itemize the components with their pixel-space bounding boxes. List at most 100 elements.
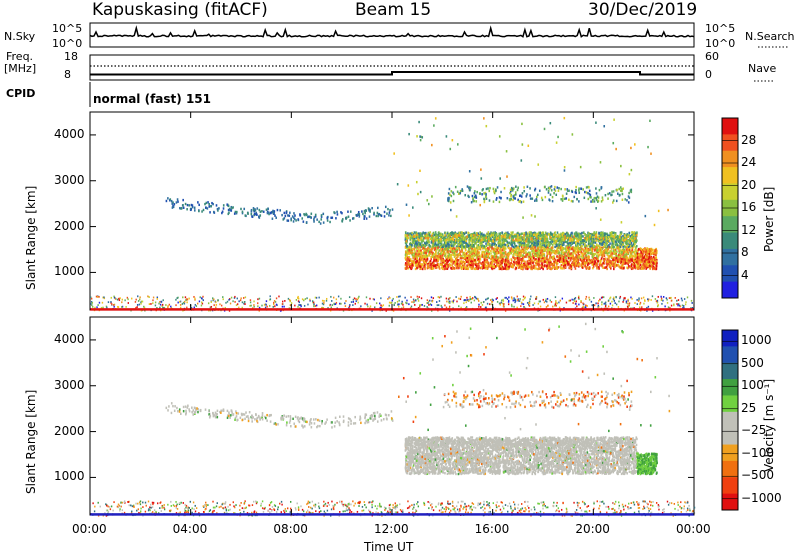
echo-cell	[427, 233, 430, 237]
echo-cell	[501, 246, 504, 249]
echo-cell	[473, 252, 475, 256]
echo-cell	[556, 249, 558, 252]
echo-cell	[413, 261, 415, 265]
echo-cell	[418, 252, 421, 256]
echo-cell	[681, 299, 683, 302]
echo-cell	[467, 233, 470, 237]
echo-cell	[124, 299, 126, 302]
echo-cell	[683, 307, 685, 309]
echo-cell	[450, 261, 453, 264]
echo-cell	[309, 299, 311, 302]
echo-cell	[284, 299, 286, 302]
echo-cell	[405, 267, 407, 271]
echo-cell	[424, 253, 427, 257]
echo-cell	[581, 231, 583, 235]
echo-cell	[627, 245, 630, 249]
echo-cell	[523, 246, 525, 250]
echo-cell	[415, 231, 417, 234]
echo-cell	[258, 208, 261, 212]
echo-cell	[463, 260, 465, 264]
echo-cell	[439, 241, 442, 245]
echo-cell	[433, 237, 436, 240]
echo-cell	[595, 252, 597, 256]
echo-cell	[553, 255, 555, 258]
echo-cell	[532, 266, 535, 269]
echo-cell	[684, 303, 687, 306]
echo-cell	[631, 259, 633, 263]
echo-cell	[254, 208, 256, 211]
echo-cell	[487, 255, 490, 259]
echo-cell	[527, 254, 530, 257]
echo-cell	[190, 306, 193, 309]
echo-cell	[496, 263, 498, 267]
echo-cell	[541, 263, 544, 267]
echo-cell	[513, 249, 516, 252]
echo-cell	[143, 305, 145, 308]
echo-cell	[602, 266, 604, 269]
echo-cell	[498, 244, 500, 248]
echo-cell	[102, 296, 104, 299]
echo-cell	[175, 298, 177, 301]
echo-cell	[472, 243, 475, 247]
echo-cell	[467, 247, 470, 250]
echo-cell	[515, 260, 517, 264]
echo-cell	[485, 260, 487, 264]
echo-cell	[297, 218, 299, 221]
echo-cell	[423, 260, 425, 263]
echo-cell	[406, 252, 409, 255]
echo-cell	[604, 237, 606, 241]
echo-cell	[610, 262, 613, 265]
echo-cell	[455, 264, 457, 267]
echo-cell	[556, 237, 559, 241]
echo-cell	[170, 199, 173, 203]
echo-cell	[572, 261, 575, 264]
echo-cell	[477, 232, 479, 235]
echo-cell	[450, 266, 452, 270]
echo-cell	[592, 257, 595, 260]
echo-cell	[380, 297, 382, 300]
echo-cell	[437, 252, 439, 255]
echo-cell	[503, 261, 506, 264]
echo-cell	[617, 263, 619, 266]
echo-cell	[518, 252, 520, 255]
echo-cell	[257, 302, 259, 305]
echo-cell	[501, 261, 503, 265]
echo-cell	[362, 212, 364, 216]
echo-cell	[579, 243, 581, 246]
echo-cell	[560, 232, 562, 235]
echo-cell	[545, 247, 548, 250]
echo-cell	[497, 259, 499, 262]
echo-cell	[480, 254, 482, 257]
echo-cell	[582, 302, 584, 305]
echo-cell	[419, 232, 422, 235]
echo-cell	[531, 243, 534, 247]
echo-cell	[460, 306, 462, 309]
echo-cell	[548, 248, 550, 252]
echo-cell	[603, 258, 606, 262]
echo-cell	[514, 261, 516, 265]
echo-cell	[499, 241, 502, 244]
echo-cell	[583, 306, 585, 309]
echo-cell	[531, 252, 534, 256]
echo-cell	[375, 214, 378, 218]
echo-cell	[499, 253, 502, 256]
echo-cell	[589, 260, 591, 264]
echo-cell	[419, 243, 422, 246]
echo-cell	[118, 297, 120, 300]
echo-cell	[357, 210, 360, 214]
echo-cell	[291, 215, 294, 218]
echo-cell	[541, 234, 544, 237]
echo-cell	[314, 213, 317, 217]
echo-cell	[183, 302, 186, 305]
echo-cell	[630, 263, 633, 266]
echo-cell	[532, 304, 534, 306]
echo-cell	[598, 305, 600, 308]
echo-cell	[510, 250, 513, 253]
echo-cell	[412, 237, 415, 240]
echo-cell	[626, 250, 628, 254]
echo-cell	[523, 297, 526, 300]
echo-cell	[302, 220, 305, 223]
echo-cell	[582, 248, 584, 251]
echo-cell	[621, 265, 624, 268]
echo-cell	[494, 231, 497, 234]
